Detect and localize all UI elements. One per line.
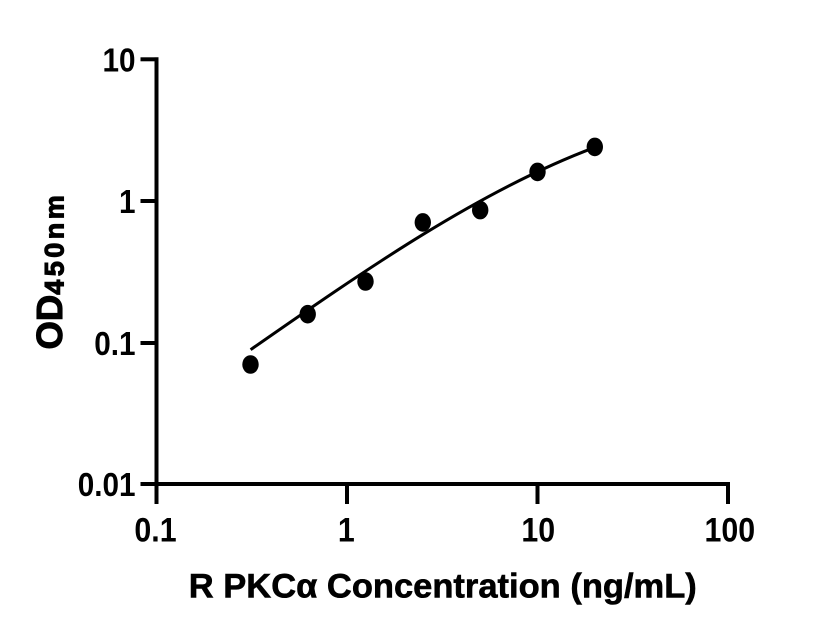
svg-text:10: 10	[521, 511, 555, 549]
svg-text:0.1: 0.1	[134, 511, 176, 549]
svg-text:1: 1	[119, 184, 136, 221]
svg-text:R PKCα Concentration (ng/mL): R PKCα Concentration (ng/mL)	[189, 568, 697, 606]
svg-text:OD450nm: OD450nm	[29, 192, 70, 350]
svg-text:0.01: 0.01	[78, 467, 136, 504]
svg-text:1: 1	[338, 511, 355, 549]
svg-text:10: 10	[102, 42, 135, 79]
svg-text:0.1: 0.1	[94, 326, 135, 363]
svg-text:100: 100	[704, 511, 755, 549]
